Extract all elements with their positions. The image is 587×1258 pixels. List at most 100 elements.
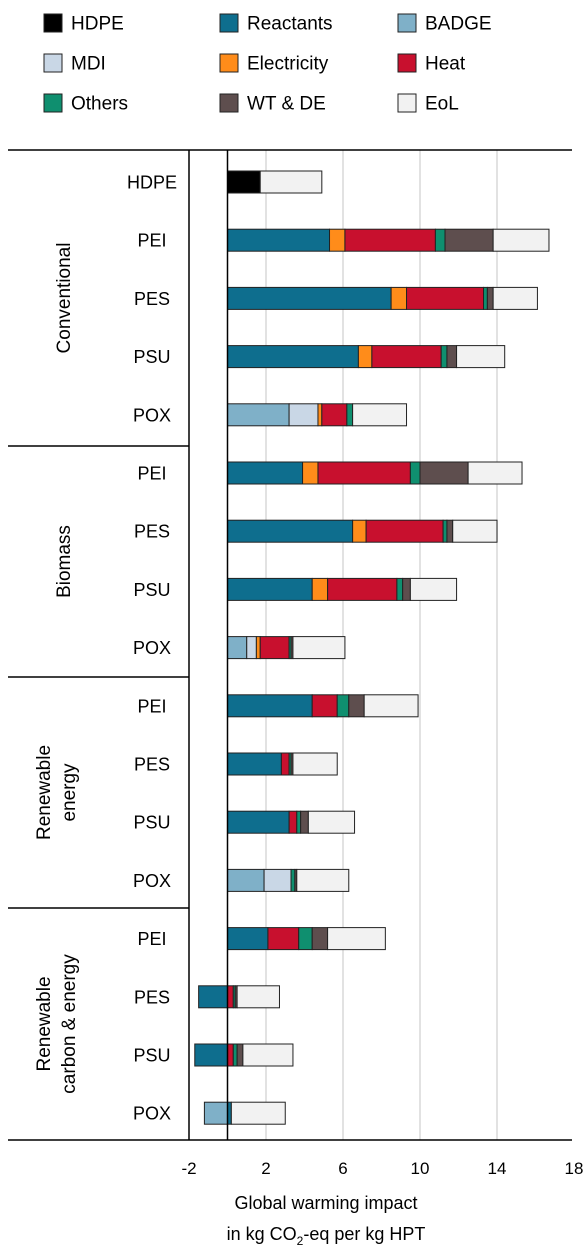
legend-swatch-heat (397, 53, 417, 73)
bar-segment-eol (292, 752, 338, 776)
bar-segment-eol (242, 1043, 294, 1067)
bar-segment-wt-de (300, 810, 309, 834)
x-tick-label: -2 (181, 1159, 196, 1178)
bar-segment-eol (292, 636, 346, 660)
x-axis-label-line1: Global warming impact (234, 1193, 417, 1213)
bar-segment-eol (259, 170, 323, 194)
category-label: HDPE (127, 173, 177, 193)
bar-segment-others (483, 286, 488, 310)
bar-segment-eol (452, 519, 498, 543)
x-axis-label-line2: in kg CO2-eq per kg HPT (227, 1224, 426, 1248)
bar-segment-badge (203, 1101, 228, 1125)
legend-label-electricity: Electricity (247, 54, 329, 75)
bar-segment-eol (327, 927, 386, 951)
category-label: PES (134, 522, 170, 542)
bar-segment-heat (227, 985, 234, 1009)
bar-segment-wt-de (446, 519, 454, 543)
bar-segment-mdi (288, 403, 319, 427)
bar-segment-eol (409, 577, 458, 601)
legend-swatch-reactants (219, 13, 239, 33)
category-label: PSU (133, 347, 170, 367)
category-label: PES (134, 755, 170, 775)
bar-segment-wt-de (446, 345, 458, 369)
bar-segment-heat (227, 1043, 234, 1067)
x-tick-label: 2 (261, 1159, 270, 1178)
bar-segment-heat (288, 810, 298, 834)
bar-segment-electricity (390, 286, 408, 310)
bar-segment-others (346, 403, 354, 427)
bar-segment-others (409, 461, 421, 485)
bar-segment-badge (227, 868, 265, 892)
group-label: Biomass (54, 525, 75, 598)
bar-segment-reactants (227, 927, 269, 951)
legend-swatch-wt-de (219, 93, 239, 113)
bar-segment-eol (456, 345, 506, 369)
bar-segment-others (232, 1043, 238, 1067)
bar-segment-wt-de (402, 577, 411, 601)
legend-label-others: Others (71, 94, 128, 115)
bar-segment-eol (352, 403, 408, 427)
bar-segment-eol (296, 868, 350, 892)
category-label: PEI (137, 231, 166, 251)
legend-swatch-badge (397, 13, 417, 33)
bar-segment-others (440, 345, 448, 369)
legend-label-heat: Heat (425, 54, 466, 75)
legend-label-hdpe: HDPE (71, 14, 124, 35)
bar-segment-electricity (317, 403, 323, 427)
category-label: POX (133, 1104, 171, 1124)
bar-segment-wt-de (348, 694, 365, 718)
category-label: POX (133, 638, 171, 658)
bar-segment-electricity (255, 636, 261, 660)
bar-segment-electricity (329, 228, 346, 252)
legend: HDPE Reactants BADGE MDI Electricity Heat Othe… (43, 13, 492, 115)
bar-segment-electricity (352, 519, 367, 543)
bar-segment-heat (280, 752, 290, 776)
bar-segment-others (434, 228, 446, 252)
bar-segment-eol (230, 1101, 286, 1125)
category-label: PEI (137, 696, 166, 716)
bar-segment-reactants (227, 810, 290, 834)
legend-label-reactants: Reactants (247, 14, 333, 35)
bar-segment-wt-de (311, 927, 329, 951)
bar-segment-wt-de (444, 228, 494, 252)
bar-segment-reactants (227, 461, 304, 485)
bar-segment-others (290, 868, 296, 892)
category-label: PSU (133, 1046, 170, 1066)
legend-swatch-electricity (219, 53, 239, 73)
legend-label-eol: EoL (425, 94, 459, 115)
bar-segment-reactants (194, 1043, 228, 1067)
bar-segment-wt-de (236, 1043, 244, 1067)
x-tick-label: 14 (488, 1159, 507, 1178)
category-label: PES (134, 987, 170, 1007)
group-label: Renewable carbon & energy (34, 954, 80, 1094)
legend-label-mdi: MDI (71, 54, 106, 75)
legend-label-wt-de: WT & DE (247, 94, 326, 115)
legend-label-badge: BADGE (425, 14, 492, 35)
bar-segment-wt-de (419, 461, 469, 485)
bars (194, 170, 550, 1125)
bar-segment-mdi (263, 868, 292, 892)
category-labels: HDPE PEI PES PSU POX Conventional PEI PES PSU POX… (34, 173, 177, 1124)
category-label: PEI (137, 929, 166, 949)
bar-segment-others (296, 810, 302, 834)
plot-frame (8, 149, 572, 1141)
bar-segment-reactants (227, 752, 282, 776)
bar-segment-reactants (227, 286, 392, 310)
bar-segment-heat (259, 636, 290, 660)
bar-segment-others (298, 927, 313, 951)
bar-segment-others (396, 577, 404, 601)
bar-segment-heat (327, 577, 398, 601)
bar-segment-badge (227, 636, 248, 660)
bar-segment-electricity (311, 577, 329, 601)
x-tick-label: 10 (411, 1159, 430, 1178)
x-tick-label: 6 (338, 1159, 347, 1178)
x-axis: -2 2 6 10 14 18 (181, 1159, 583, 1178)
bar-segment-heat (365, 519, 444, 543)
bar-segment-mdi (246, 636, 257, 660)
group-label: Conventional (54, 243, 75, 354)
bar-segment-hdpe (227, 170, 261, 194)
bar-segment-eol (492, 286, 538, 310)
bar-segment-heat (267, 927, 300, 951)
category-label: POX (133, 871, 171, 891)
